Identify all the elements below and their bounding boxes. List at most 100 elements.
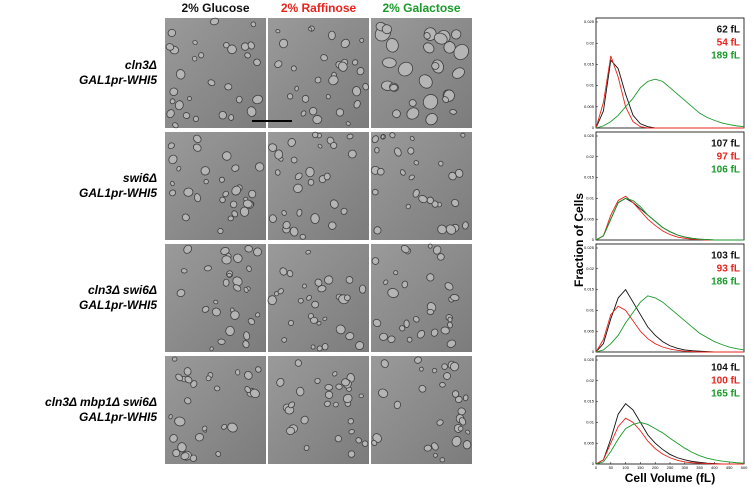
cell xyxy=(309,107,318,116)
legend-label: 62 fL xyxy=(717,25,740,36)
cell xyxy=(310,344,316,350)
cell xyxy=(328,221,337,230)
cell xyxy=(413,160,420,166)
cell xyxy=(455,168,464,178)
cell xyxy=(347,149,357,159)
cell xyxy=(347,450,356,458)
cell xyxy=(346,133,354,140)
cell xyxy=(305,249,312,255)
cell xyxy=(439,457,446,463)
cell xyxy=(423,42,435,54)
cell xyxy=(427,243,433,249)
cell xyxy=(316,345,323,352)
cell xyxy=(311,300,320,309)
cell xyxy=(288,319,294,327)
y-tick-label: 0.015 xyxy=(584,61,595,66)
column-header: 2% Raffinose xyxy=(281,1,357,15)
cell xyxy=(168,154,178,165)
cell xyxy=(338,61,348,72)
cell xyxy=(207,79,216,87)
cell xyxy=(247,41,255,50)
y-tick-label: 0.005 xyxy=(584,440,595,445)
cell xyxy=(246,265,252,272)
cell xyxy=(322,316,328,322)
plot-frame xyxy=(595,131,745,241)
cell xyxy=(314,377,321,384)
row-label: cln3Δ mbp1Δ swi6Δ xyxy=(45,395,157,409)
cell xyxy=(393,270,399,276)
x-tick-label: 100 xyxy=(622,465,629,470)
cell xyxy=(282,220,291,230)
cell xyxy=(231,164,240,172)
cell xyxy=(166,109,175,119)
cell xyxy=(274,60,283,68)
cell xyxy=(183,367,192,376)
cell xyxy=(183,187,194,197)
cell xyxy=(409,135,415,141)
cell xyxy=(226,272,232,278)
cell xyxy=(246,106,257,117)
cell xyxy=(169,434,178,443)
cell xyxy=(447,316,453,323)
y-tick-label: 0.005 xyxy=(584,328,595,333)
cell xyxy=(437,224,447,235)
cell xyxy=(457,425,464,432)
cell xyxy=(361,440,369,447)
cell xyxy=(182,112,191,119)
cell xyxy=(244,245,253,253)
cell xyxy=(423,444,432,452)
histogram-line xyxy=(595,55,744,129)
cell xyxy=(247,318,256,325)
cell xyxy=(181,213,190,222)
histogram-line xyxy=(595,197,744,241)
cell xyxy=(232,284,242,292)
cell xyxy=(222,278,230,287)
histogram-line xyxy=(595,78,745,129)
legend-label: 107 fL xyxy=(711,139,740,150)
cell xyxy=(174,100,184,111)
x-tick-label: 0 xyxy=(595,465,598,470)
cell xyxy=(371,257,380,265)
cell xyxy=(385,38,399,53)
cell xyxy=(444,282,454,291)
cell xyxy=(227,44,237,55)
row-label: swi6Δ xyxy=(123,171,157,185)
y-tick-label: 0.025 xyxy=(584,133,595,138)
legend-label: 93 fL xyxy=(717,264,740,275)
x-tick-label: 350 xyxy=(696,465,703,470)
cell xyxy=(255,366,262,373)
legend-label: 189 fL xyxy=(711,51,740,62)
cell xyxy=(281,210,287,216)
legend-label: 186 fL xyxy=(711,277,740,288)
cell xyxy=(177,442,187,453)
cell xyxy=(218,110,227,120)
cell xyxy=(373,226,382,235)
cell xyxy=(209,346,214,352)
cell xyxy=(371,135,379,144)
cell xyxy=(332,371,338,377)
cell xyxy=(426,196,434,205)
cell xyxy=(442,96,449,103)
y-tick-label: 0.015 xyxy=(584,287,595,292)
cell xyxy=(372,318,382,327)
cell xyxy=(430,328,439,337)
legend-label: 54 fL xyxy=(717,38,740,49)
cell xyxy=(277,288,284,295)
cell xyxy=(294,85,299,92)
cell xyxy=(399,169,406,176)
cell xyxy=(335,383,343,390)
cell xyxy=(439,382,446,388)
cell xyxy=(169,189,177,197)
histogram-line xyxy=(595,295,745,353)
cell xyxy=(422,94,439,110)
cell xyxy=(312,131,319,139)
cell xyxy=(203,178,209,185)
cell xyxy=(389,132,396,139)
cell xyxy=(317,285,327,293)
cell xyxy=(279,38,289,49)
cell xyxy=(231,210,239,218)
cell xyxy=(348,429,355,435)
cell xyxy=(324,400,331,407)
cell xyxy=(217,227,224,235)
